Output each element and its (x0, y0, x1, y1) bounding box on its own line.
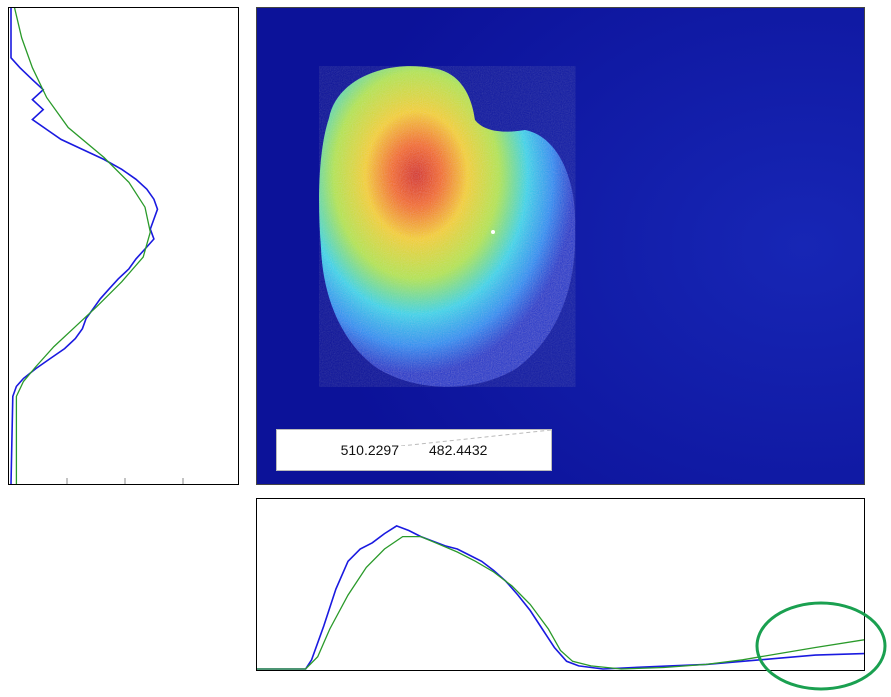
cursor-readout: 510.2297 482.4432 (276, 429, 552, 471)
beam-image[interactable]: 510.2297 482.4432 (256, 7, 865, 485)
beam-spot (319, 66, 576, 387)
readout-y-value: 482.4432 (429, 442, 488, 458)
vertical-profile-svg (10, 8, 184, 484)
vertical-profile-fit-line (13, 8, 151, 484)
horizontal-profile-svg (257, 525, 864, 670)
horizontal-profile-measured-line (257, 525, 864, 670)
beam-centroid-marker (491, 230, 495, 234)
horizontal-profile-plot (256, 498, 865, 671)
beam-heatmap-svg (257, 8, 864, 484)
vertical-profile-plot (8, 7, 239, 485)
horizontal-profile-fit-line (257, 535, 864, 670)
vertical-profile-measured-line (10, 8, 159, 484)
readout-x-value: 510.2297 (340, 442, 399, 458)
